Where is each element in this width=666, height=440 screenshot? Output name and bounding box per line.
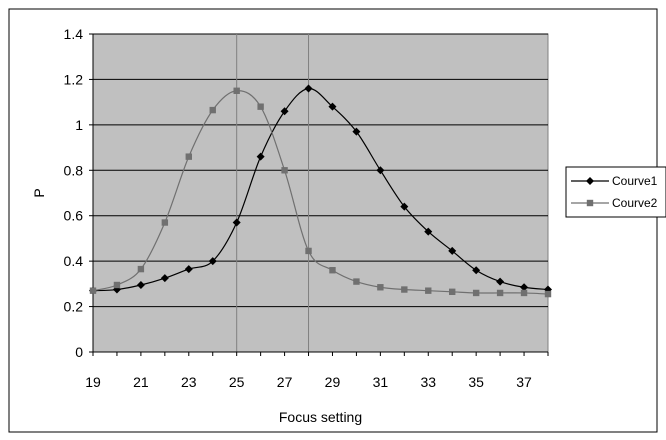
x-tick-label: 23: [181, 374, 197, 390]
data-point: [353, 278, 360, 285]
x-axis-title: Focus setting: [279, 409, 362, 425]
data-point: [280, 107, 289, 116]
legend-label: Courve1: [612, 174, 658, 188]
series-line: [92, 90, 549, 295]
data-point: [137, 265, 145, 273]
x-tick-label: 19: [85, 374, 101, 390]
x-tick-label: 35: [468, 374, 484, 390]
data-point: [352, 127, 361, 136]
data-point: [544, 290, 552, 298]
data-point: [184, 265, 193, 274]
x-tick-label: 31: [373, 374, 389, 390]
series-layer: [89, 84, 552, 298]
data-point: [208, 257, 217, 266]
axes: [89, 33, 549, 356]
y-tick-label: 0.8: [64, 162, 84, 178]
data-point: [425, 287, 432, 294]
x-tick-label: 21: [133, 374, 149, 390]
data-point: [89, 287, 97, 294]
y-tick-label: 1.2: [64, 71, 84, 87]
data-point: [136, 280, 145, 289]
y-tick-label: 0.4: [64, 253, 84, 269]
data-point: [472, 289, 480, 297]
plot-area: [92, 33, 549, 353]
legend-item: Courve1: [571, 174, 658, 188]
data-point: [448, 246, 457, 255]
legend-label: Courve2: [612, 196, 658, 210]
data-point: [185, 153, 192, 160]
data-point: [424, 227, 433, 236]
data-point: [449, 288, 456, 296]
x-tick-label: 27: [277, 374, 293, 390]
data-point: [281, 167, 288, 174]
data-point: [305, 247, 312, 255]
x-tick-label: 33: [420, 374, 436, 390]
x-tick-label: 25: [229, 374, 245, 390]
y-tick-label: 0.6: [64, 208, 84, 224]
data-point: [400, 202, 409, 211]
y-tick-label: 1.4: [64, 26, 84, 42]
data-point: [329, 267, 336, 274]
data-point: [328, 102, 337, 111]
y-tick-label: 0: [75, 344, 83, 360]
data-point: [256, 152, 265, 161]
legend: Courve1 Courve2: [565, 166, 666, 218]
legend-marker: [586, 177, 594, 185]
tick-labels: 0 0.2 0.4 0.6 0.8 1 1.2 1.4 19 21 23 25 27 29 31 33 35 37: [64, 26, 533, 390]
legend-item: Courve2: [571, 196, 658, 210]
data-point: [232, 218, 241, 227]
data-point: [304, 84, 313, 93]
y-axis-title: P: [31, 188, 47, 197]
legend-marker: [586, 199, 594, 207]
data-point: [520, 283, 529, 292]
data-point: [376, 166, 385, 175]
y-tick-label: 0.2: [64, 299, 84, 315]
data-point: [160, 274, 169, 283]
series-2: [89, 87, 552, 298]
data-point: [377, 284, 384, 291]
data-point: [496, 289, 504, 297]
data-point: [520, 289, 528, 297]
data-point: [161, 219, 169, 226]
data-point: [209, 106, 216, 114]
x-tick-label: 29: [325, 374, 341, 390]
y-tick-label: 1: [75, 117, 83, 133]
data-point: [257, 103, 264, 110]
data-point: [401, 286, 408, 293]
x-tick-label: 37: [516, 374, 532, 390]
data-point: [472, 266, 481, 275]
legend-box: [565, 166, 666, 218]
data-point: [496, 277, 505, 286]
data-point: [233, 87, 240, 94]
data-point: [113, 281, 121, 289]
